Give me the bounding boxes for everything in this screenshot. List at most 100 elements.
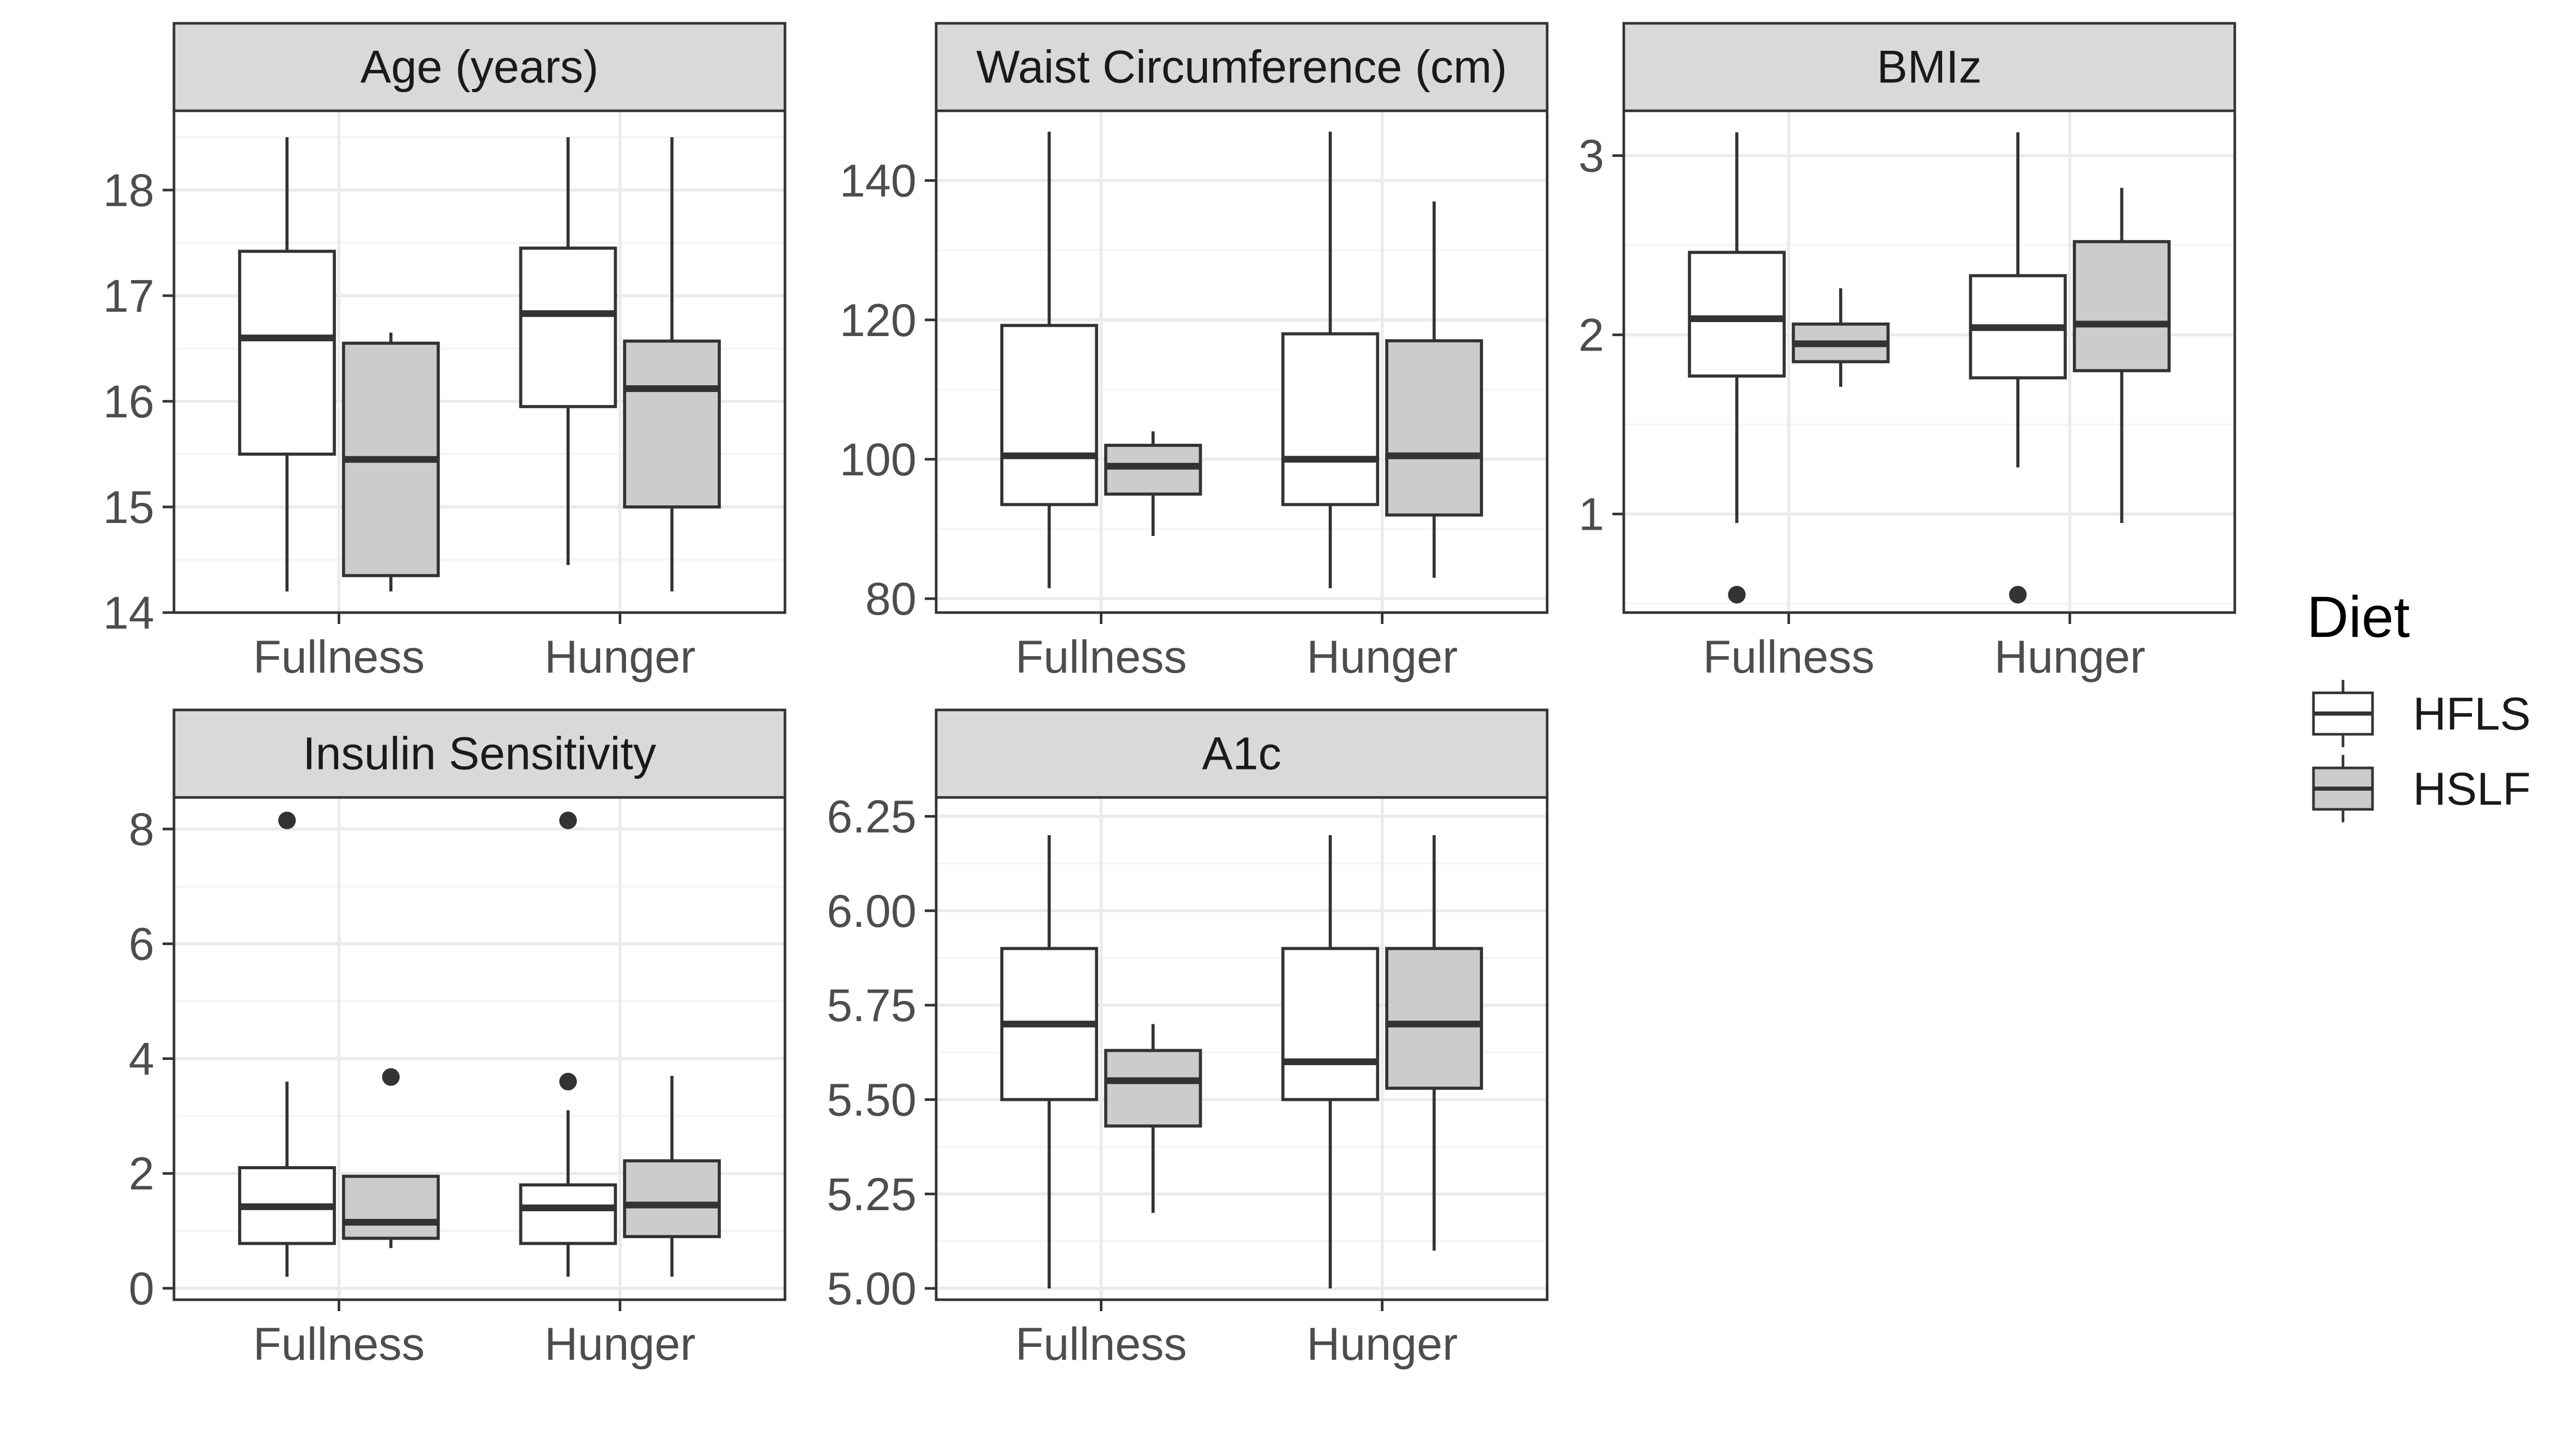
strip-title: Age (years)	[360, 41, 599, 93]
box-iqr	[1281, 332, 1379, 506]
box-iqr	[342, 1174, 440, 1240]
y-tick-label: 18	[103, 164, 154, 216]
y-tick-label: 2	[1579, 309, 1605, 361]
outlier-point	[1728, 586, 1746, 604]
y-tick-label: 5.75	[827, 979, 916, 1031]
y-tick-label: 8	[129, 803, 155, 855]
outlier-point	[559, 811, 577, 830]
strip-title: BMIz	[1877, 41, 1982, 93]
y-tick-label: 6.25	[827, 790, 916, 842]
y-tick-label: 14	[103, 587, 154, 638]
outlier-point	[2009, 586, 2027, 604]
strip-title: A1c	[1202, 728, 1281, 779]
strip-background	[1622, 22, 2236, 112]
strip-title: Insulin Sensitivity	[303, 728, 657, 779]
x-tick-label: Hunger	[544, 1318, 695, 1370]
box-iqr	[623, 1159, 721, 1239]
outlier-point	[382, 1068, 400, 1086]
box-iqr	[623, 339, 721, 508]
strip-background	[935, 708, 1549, 799]
panel-border	[935, 796, 1549, 1301]
box-iqr	[1104, 444, 1202, 496]
legend-title: Diet	[2307, 585, 2410, 649]
box-hunger-hslf	[1385, 835, 1483, 1251]
legend-label: HSLF	[2413, 763, 2531, 815]
panel-border	[1622, 109, 2236, 614]
panel-insulin-sensitivity: Insulin Sensitivity 0 2 4 6 8 Fullness Hunger	[129, 708, 787, 1370]
box-hunger-hslf	[623, 137, 721, 592]
x-tick-label: Hunger	[1994, 631, 2145, 682]
box-fullness-hslf	[1104, 1024, 1202, 1213]
panel-age-years: Age (years) 14 15 16 17 18 Fullness Hunger	[103, 22, 787, 682]
box-iqr	[1385, 339, 1483, 517]
box-fullness-hslf	[1104, 431, 1202, 536]
y-tick-label: 100	[840, 433, 917, 485]
box-hunger-hslf	[623, 1076, 721, 1277]
box-fullness-hfls	[238, 137, 336, 592]
y-tick-label: 1	[1579, 488, 1605, 540]
box-hunger-hfls	[1281, 835, 1379, 1289]
y-tick-label: 140	[840, 155, 917, 207]
x-tick-label: Fullness	[1015, 1318, 1187, 1370]
x-tick-label: Hunger	[544, 631, 695, 682]
y-tick-label: 16	[103, 375, 154, 427]
box-hunger-hfls	[1281, 132, 1379, 588]
panel-bmiz: BMIz 1 2 3 Fullness Hunger	[1579, 22, 2236, 682]
box-iqr	[1000, 324, 1098, 506]
box-iqr	[519, 1183, 617, 1245]
y-tick-label: 80	[865, 573, 916, 624]
y-tick-label: 5.00	[827, 1262, 916, 1314]
y-tick-label: 0	[129, 1262, 155, 1314]
x-tick-label: Fullness	[1703, 631, 1874, 682]
panel-a1c: A1c 5.00 5.25 5.50 5.75 6.00 6.25 Fullness Hunge…	[827, 708, 1549, 1370]
x-tick-label: Fullness	[253, 1318, 425, 1370]
box-iqr	[2073, 240, 2171, 372]
box-iqr	[519, 246, 617, 409]
box-fullness-hfls	[1000, 835, 1098, 1289]
box-fullness-hslf	[1792, 288, 1890, 387]
box-iqr	[1281, 947, 1379, 1101]
strip-background	[172, 22, 787, 112]
box-iqr	[1385, 947, 1483, 1090]
box-hunger-hfls	[1969, 132, 2067, 604]
legend-label: HFLS	[2413, 688, 2531, 739]
box-hunger-hslf	[1385, 201, 1483, 578]
x-tick-label: Fullness	[1015, 631, 1187, 682]
strip-title: Waist Circumference (cm)	[976, 41, 1507, 93]
outlier-point	[278, 811, 296, 830]
panel-border	[172, 796, 787, 1301]
box-hunger-hfls	[519, 811, 617, 1277]
strip-background	[935, 22, 1549, 112]
box-iqr	[238, 250, 336, 456]
box-fullness-hslf	[342, 332, 440, 592]
panel-border	[935, 109, 1549, 614]
box-fullness-hfls	[238, 811, 336, 1277]
box-fullness-hfls	[1687, 132, 1786, 604]
x-tick-label: Hunger	[1306, 631, 1458, 682]
y-tick-label: 15	[103, 481, 154, 533]
y-tick-label: 2	[129, 1147, 155, 1199]
outlier-point	[559, 1072, 577, 1091]
y-tick-label: 6.00	[827, 885, 916, 937]
y-tick-label: 120	[840, 294, 917, 346]
legend-entry-hslf: HSLF	[2312, 755, 2531, 822]
box-fullness-hfls	[1000, 132, 1098, 588]
box-iqr	[1687, 251, 1786, 378]
y-tick-label: 4	[129, 1033, 155, 1084]
y-tick-label: 3	[1579, 130, 1605, 182]
box-hunger-hslf	[2073, 187, 2171, 523]
y-tick-label: 6	[129, 918, 155, 970]
legend-entry-hfls: HFLS	[2312, 680, 2531, 747]
box-hunger-hfls	[519, 137, 617, 565]
y-tick-label: 17	[103, 270, 154, 322]
panel-waist-circumference-cm: Waist Circumference (cm) 80 100 120 140 Fulln…	[840, 22, 1549, 682]
x-tick-label: Fullness	[253, 631, 425, 682]
x-tick-label: Hunger	[1306, 1318, 1458, 1370]
panel-border	[172, 109, 787, 614]
box-iqr	[1104, 1049, 1202, 1128]
y-tick-label: 5.25	[827, 1168, 916, 1220]
y-tick-label: 5.50	[827, 1073, 916, 1125]
box-fullness-hslf	[342, 1068, 440, 1248]
